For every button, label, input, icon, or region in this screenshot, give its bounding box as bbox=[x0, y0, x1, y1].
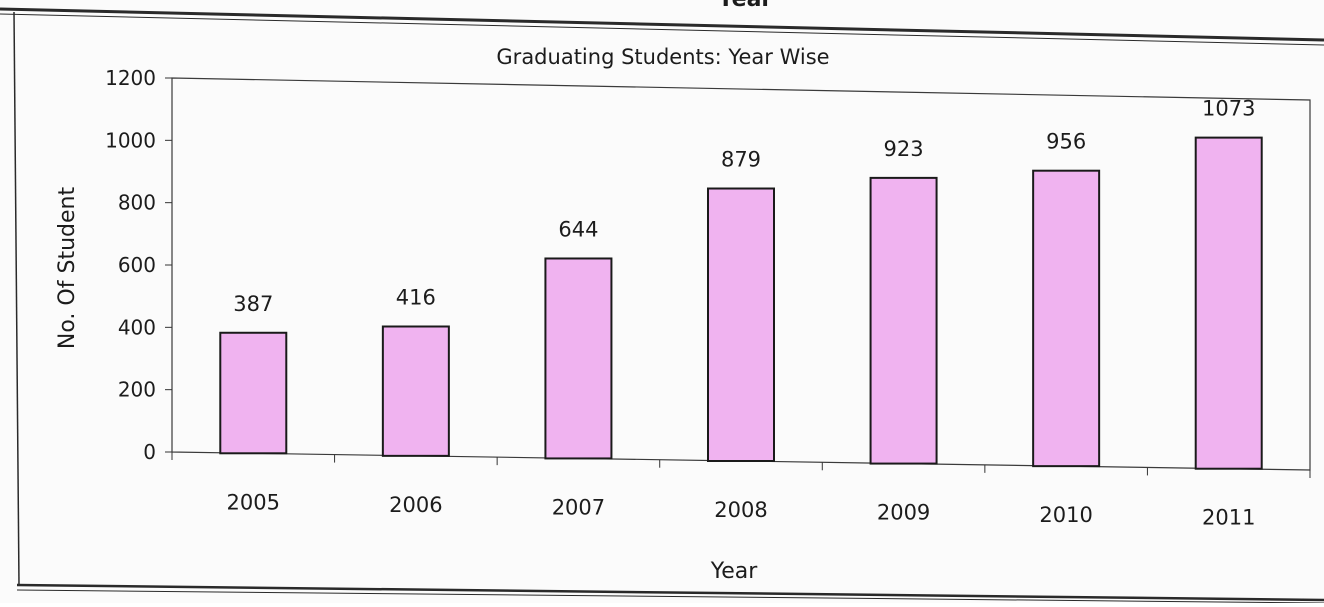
bar-value-label: 1073 bbox=[1202, 97, 1255, 121]
y-tick-label: 600 bbox=[118, 253, 156, 277]
x-tick-label: 2006 bbox=[389, 493, 442, 517]
y-tick-label: 800 bbox=[118, 191, 156, 215]
y-tick-label: 400 bbox=[118, 315, 156, 339]
x-tick-label: 2007 bbox=[552, 495, 605, 519]
x-tick-label: 2010 bbox=[1039, 503, 1092, 527]
x-tick-label: 2008 bbox=[714, 498, 767, 522]
bars bbox=[219, 136, 1263, 470]
x-tick-label: 2011 bbox=[1202, 506, 1255, 530]
frame-left-line bbox=[13, 11, 20, 586]
bar-value-labels: 387 416 644 879 923 956 1073 bbox=[233, 97, 1255, 316]
bar-value-label: 644 bbox=[558, 217, 598, 241]
bar-value-label: 387 bbox=[233, 292, 273, 316]
frame-bottom-line-thin bbox=[16, 589, 1324, 604]
y-tick-label: 1200 bbox=[105, 66, 156, 90]
bar-2010 bbox=[1032, 169, 1101, 468]
x-axis-ticks: 2005 2006 2007 2008 2009 2010 2011 bbox=[171, 452, 1311, 530]
page-frame bbox=[0, 7, 1324, 604]
y-tick-label: 200 bbox=[118, 378, 156, 402]
bar-value-label: 879 bbox=[721, 148, 761, 172]
bar-2006 bbox=[381, 325, 450, 457]
bar-2011 bbox=[1194, 136, 1263, 470]
bar-value-label: 956 bbox=[1046, 130, 1086, 154]
bar-2009 bbox=[869, 176, 938, 465]
top-caption: Year bbox=[717, 0, 773, 12]
y-tick-label: 0 bbox=[143, 440, 156, 464]
chart-title: Graduating Students: Year Wise bbox=[496, 45, 829, 69]
bar-2007 bbox=[544, 257, 613, 460]
x-tick-label: 2005 bbox=[227, 490, 280, 514]
frame-top-line-thin bbox=[0, 13, 1324, 46]
frame-bottom-line bbox=[16, 583, 1324, 602]
frame-top-line bbox=[0, 7, 1324, 42]
y-tick-label: 1000 bbox=[105, 128, 156, 152]
x-tick-label: 2009 bbox=[877, 501, 930, 525]
bar-2008 bbox=[707, 187, 775, 462]
bar-value-label: 416 bbox=[396, 286, 436, 310]
bar-value-label: 923 bbox=[884, 137, 924, 161]
y-axis-ticks: 0 200 400 600 800 1000 1200 bbox=[105, 66, 172, 464]
y-axis-label: No. Of Student bbox=[55, 187, 80, 350]
bar-2005 bbox=[219, 331, 288, 455]
x-axis-label: Year bbox=[710, 559, 759, 584]
